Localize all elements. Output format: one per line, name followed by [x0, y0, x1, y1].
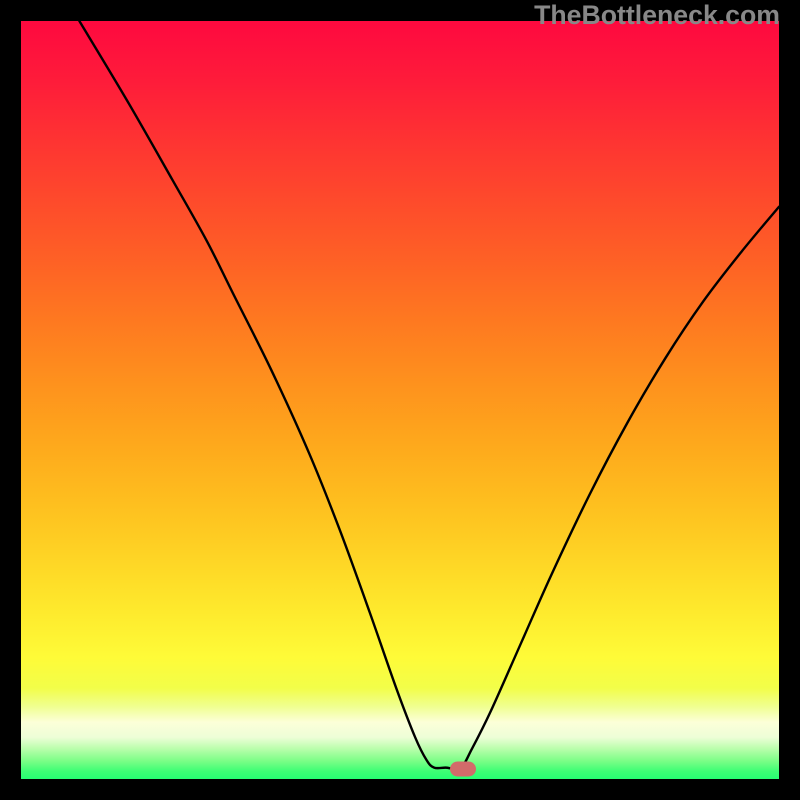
chart-container: TheBottleneck.com [0, 0, 800, 800]
optimum-marker [450, 762, 476, 777]
watermark-text: TheBottleneck.com [534, 0, 780, 31]
plot-area [21, 21, 779, 779]
bottleneck-curve [21, 21, 779, 779]
